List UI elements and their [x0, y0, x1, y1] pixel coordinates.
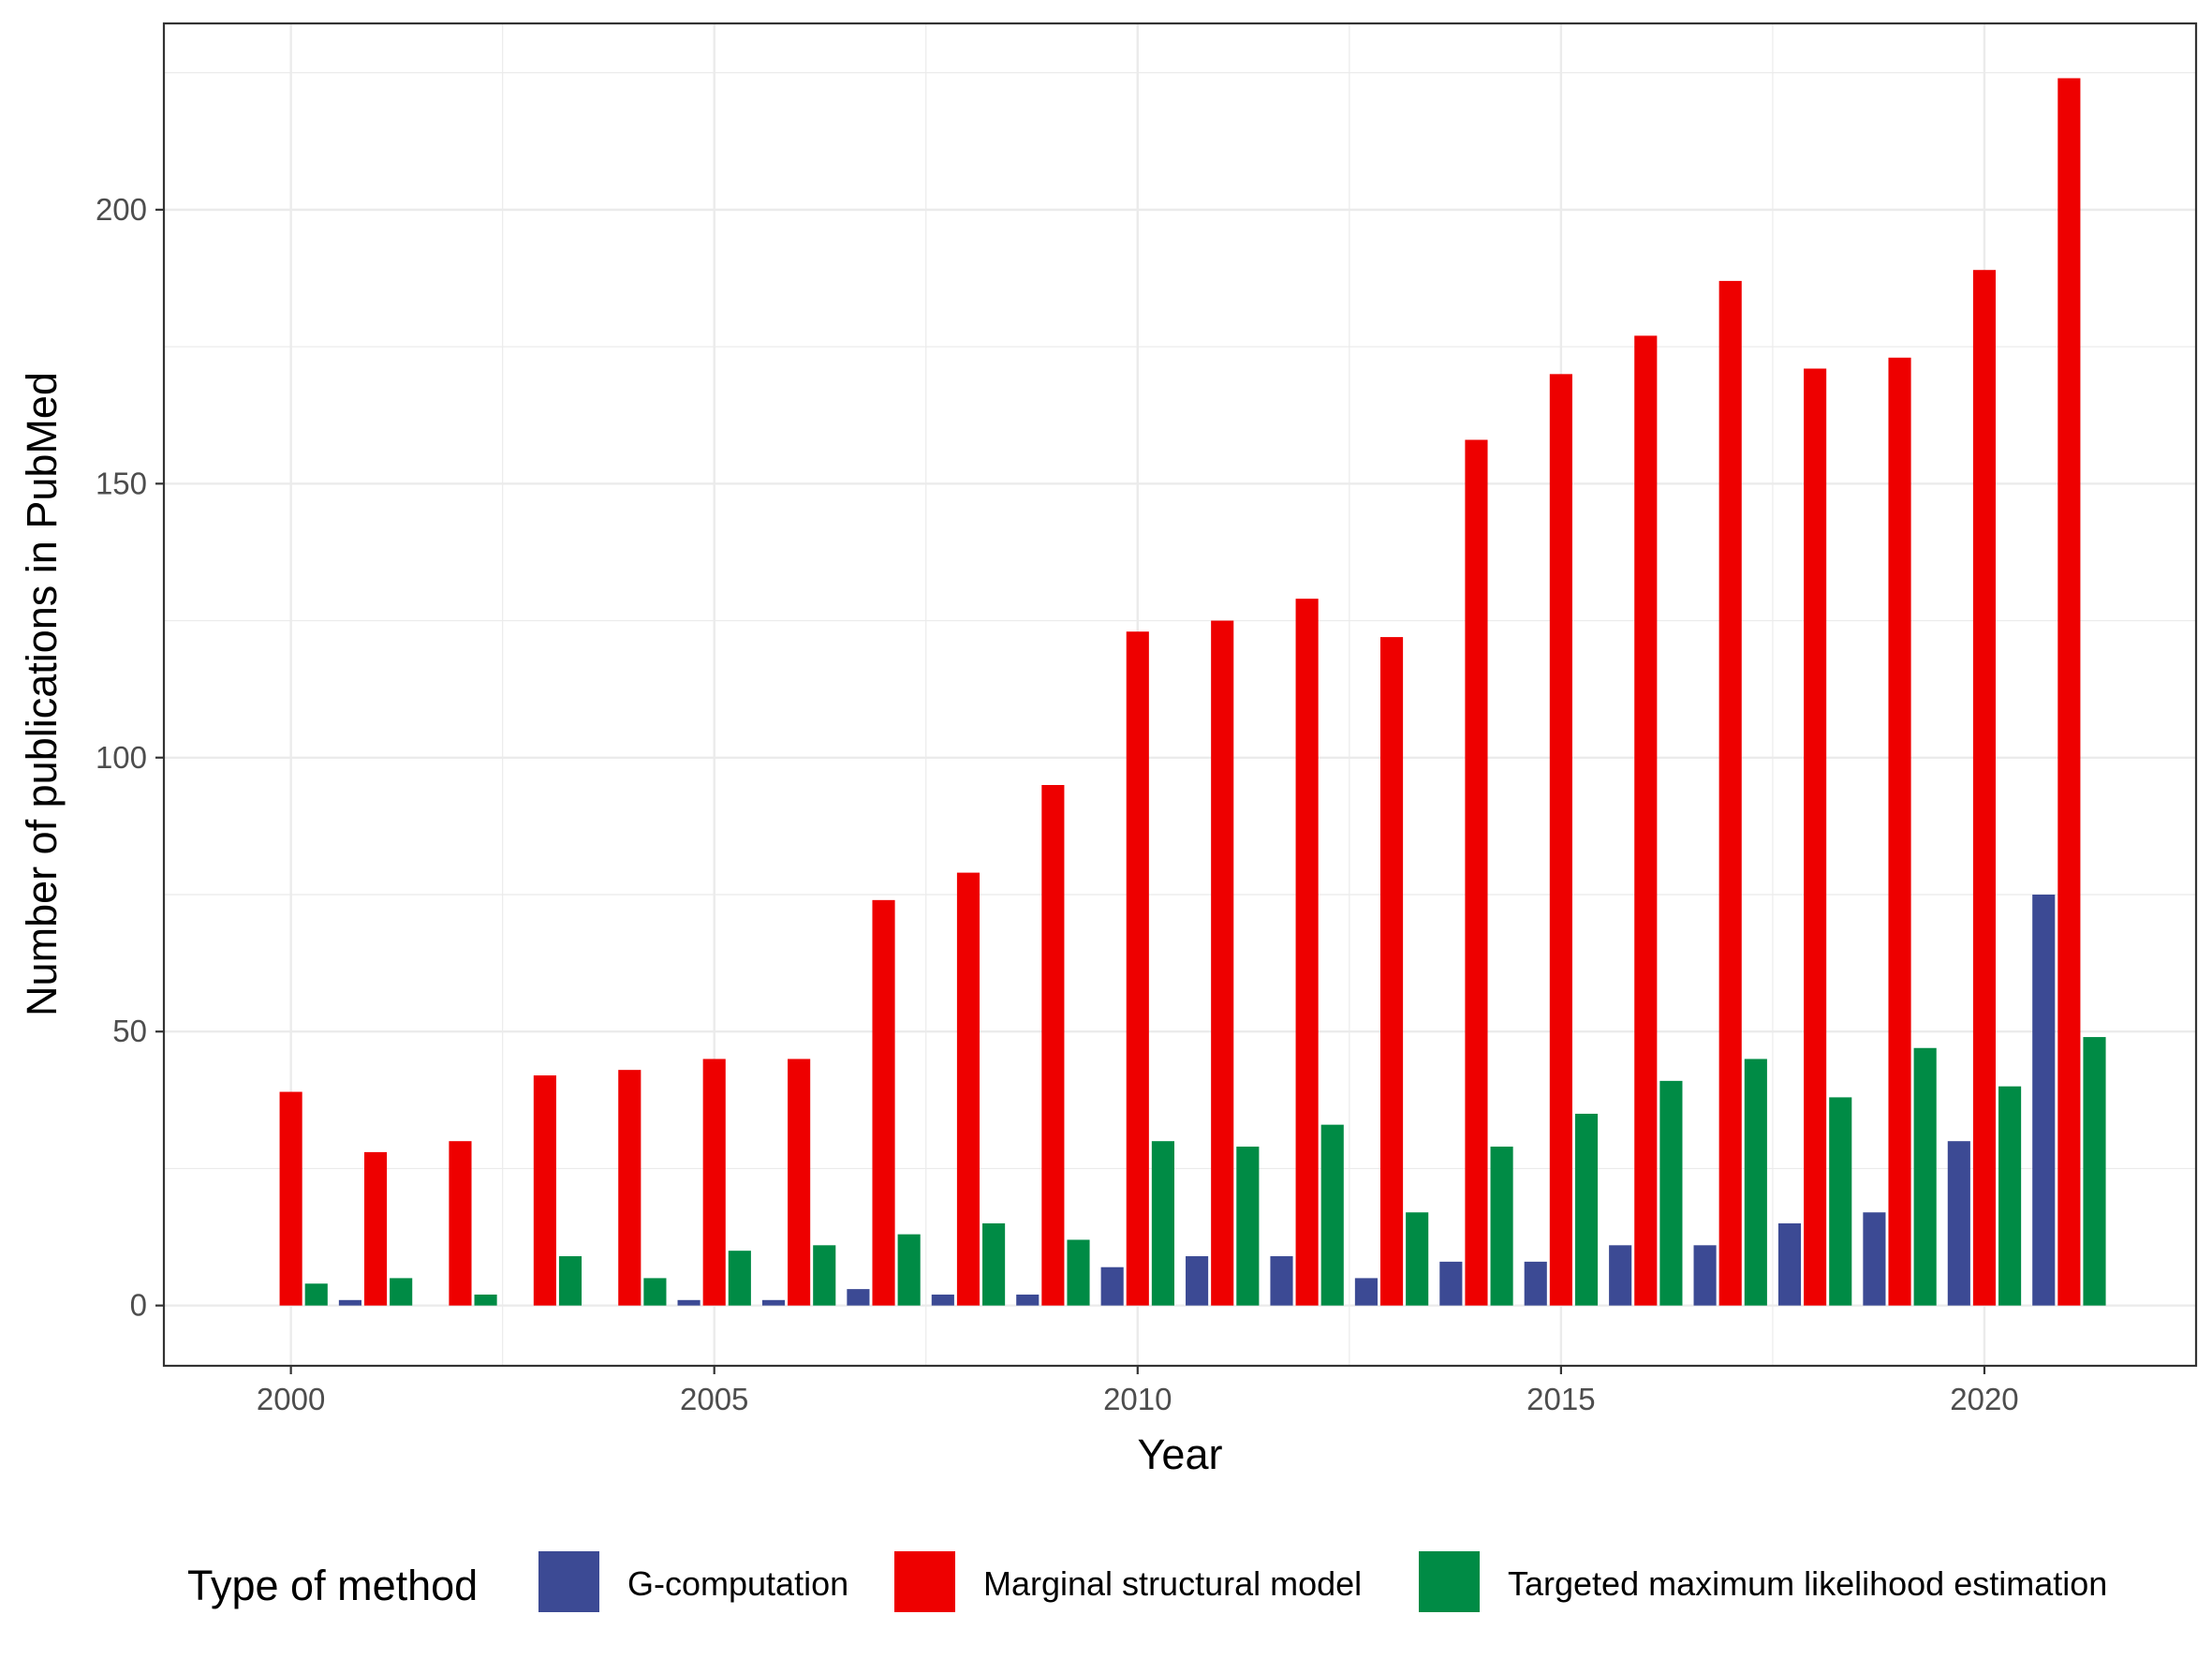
bar: [2083, 1037, 2106, 1306]
bar: [761, 1299, 786, 1306]
bar: [1744, 1059, 1767, 1306]
bar: [1634, 335, 1658, 1306]
bar: [956, 872, 981, 1306]
x-tick-label: 2005: [680, 1382, 748, 1416]
bar: [474, 1294, 497, 1306]
bar: [533, 1075, 556, 1306]
bar: [1295, 599, 1319, 1306]
grid-minor: [164, 23, 2196, 1366]
bar: [1718, 280, 1742, 1306]
y-tick-label: 100: [96, 740, 147, 775]
legend-key: [538, 1551, 599, 1612]
bar: [1041, 785, 1065, 1306]
bar: [1100, 1266, 1124, 1306]
bar: [1998, 1086, 2022, 1306]
bar: [1270, 1256, 1293, 1306]
bar: [897, 1234, 921, 1306]
bar: [1126, 631, 1149, 1306]
bar: [279, 1091, 302, 1306]
bar: [1913, 1047, 1937, 1306]
bar: [1777, 1222, 1802, 1306]
bar: [1574, 1113, 1599, 1306]
bar: [1863, 1212, 1886, 1306]
bar: [788, 1059, 811, 1306]
legend-key: [1419, 1551, 1480, 1612]
bar: [1490, 1147, 1513, 1306]
bar: [931, 1294, 954, 1306]
bar: [728, 1251, 751, 1306]
bar: [1186, 1256, 1209, 1306]
bar: [338, 1299, 361, 1306]
bar: [1947, 1141, 1970, 1306]
bar: [1151, 1141, 1174, 1306]
bar: [1693, 1245, 1717, 1306]
bar: [982, 1222, 1006, 1306]
y-tick-label: 200: [96, 192, 147, 227]
bar: [1524, 1261, 1547, 1306]
legend-title: Type of method: [187, 1562, 478, 1609]
bar: [1659, 1080, 1683, 1306]
bar: [363, 1151, 388, 1306]
bar: [1379, 637, 1404, 1306]
bar: [1609, 1245, 1632, 1306]
bar: [1549, 374, 1572, 1306]
legend-label: Targeted maximum likelihood estimation: [1508, 1564, 2107, 1603]
bar: [1439, 1261, 1463, 1306]
bar: [813, 1245, 836, 1306]
x-tick-label: 2015: [1526, 1382, 1595, 1416]
axis-ticks: [155, 208, 1986, 1374]
y-tick-label: 50: [112, 1014, 147, 1048]
y-tick-label: 0: [130, 1288, 147, 1323]
bar: [1067, 1239, 1090, 1306]
bar: [847, 1289, 870, 1306]
x-tick-label: 2020: [1950, 1382, 2018, 1416]
y-tick-labels: 0 50 100 150 200: [96, 192, 147, 1323]
bar: [1354, 1278, 1378, 1306]
bar: [1406, 1212, 1429, 1306]
bar: [1016, 1294, 1040, 1306]
legend-label: G-computation: [627, 1564, 848, 1603]
bar: [390, 1278, 413, 1306]
legend-label: Marginal structural model: [983, 1564, 1362, 1603]
y-axis-title: Number of publications in PubMed: [18, 372, 66, 1016]
x-axis-title: Year: [1138, 1430, 1223, 1478]
bar: [872, 899, 895, 1306]
bar: [1888, 357, 1911, 1306]
y-tick-label: 150: [96, 466, 147, 500]
bar: [618, 1070, 641, 1306]
bar: [2032, 894, 2056, 1306]
bar: [1465, 439, 1488, 1306]
bar: [677, 1299, 700, 1306]
bar: [2057, 78, 2081, 1306]
bar: [558, 1256, 582, 1306]
plot-panel-border: [162, 22, 2198, 1368]
bar: [1236, 1147, 1260, 1306]
bar: [304, 1283, 328, 1306]
bar: [449, 1141, 472, 1306]
legend-key: [894, 1551, 955, 1612]
bar: [702, 1059, 726, 1306]
x-tick-labels: 2000 2005 2010 2015 2020: [257, 1382, 2019, 1416]
bar: [1972, 270, 1997, 1306]
bar: [643, 1278, 667, 1306]
bar: [1829, 1097, 1852, 1306]
x-tick-label: 2010: [1103, 1382, 1172, 1416]
bar: [1211, 620, 1234, 1306]
bars: [279, 78, 2106, 1306]
bar: [1804, 368, 1827, 1306]
legend: Type of method G-computation Marginal str…: [187, 1551, 2107, 1612]
x-tick-label: 2000: [257, 1382, 325, 1416]
bar: [1320, 1124, 1344, 1306]
